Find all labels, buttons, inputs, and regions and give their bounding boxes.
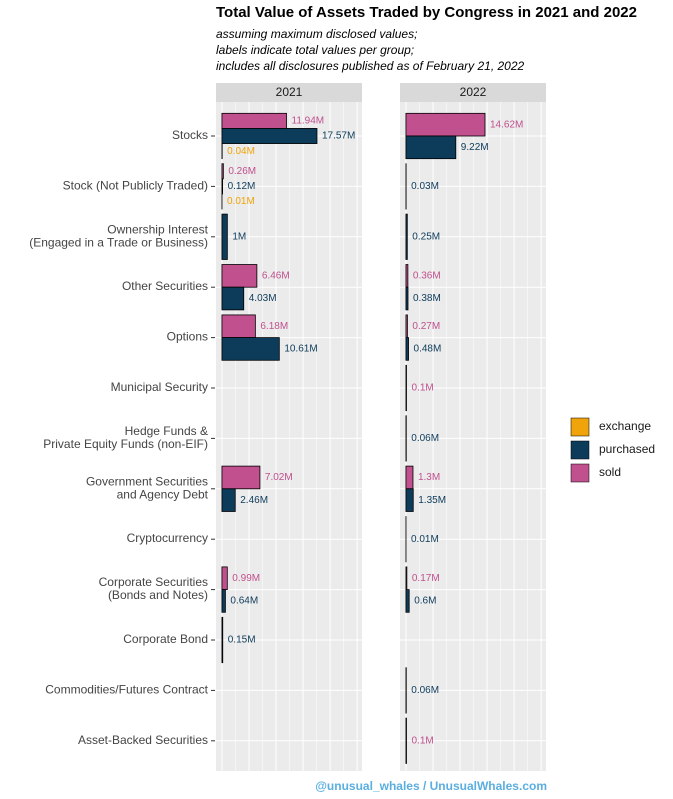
value-label: 0.25M bbox=[412, 231, 440, 242]
value-label: 0.6M bbox=[414, 596, 436, 607]
bar bbox=[405, 488, 414, 512]
bar bbox=[221, 128, 318, 144]
legend-key bbox=[570, 440, 590, 460]
y-tick-label: Corporate Securities (Bonds and Notes) bbox=[99, 575, 208, 602]
y-tick-label: Options bbox=[167, 330, 208, 344]
bar bbox=[405, 465, 414, 490]
bar bbox=[221, 286, 245, 311]
value-label: 0.64M bbox=[230, 596, 258, 607]
chart-title: Total Value of Assets Traded by Congress… bbox=[216, 4, 637, 21]
subtitle: assuming maximum disclosed values; bbox=[216, 27, 417, 41]
value-label: 4.03M bbox=[249, 293, 277, 304]
legend-label: exchange bbox=[599, 419, 651, 433]
bar bbox=[405, 337, 409, 361]
bar bbox=[221, 314, 256, 339]
value-label: 0.06M bbox=[411, 685, 439, 696]
value-label: 1.3M bbox=[418, 472, 440, 483]
y-tick-label: Commodities/Futures Contract bbox=[45, 683, 208, 697]
bar bbox=[405, 364, 407, 412]
legend-label: purchased bbox=[599, 442, 655, 456]
value-label: 2.46M bbox=[240, 495, 268, 506]
legend-label: sold bbox=[599, 465, 621, 479]
value-label: 10.61M bbox=[284, 344, 317, 355]
value-label: 0.99M bbox=[232, 573, 260, 584]
bar bbox=[221, 337, 280, 361]
value-label: 1M bbox=[232, 231, 246, 242]
y-tick-label: Other Securities bbox=[122, 279, 208, 293]
bar bbox=[405, 566, 408, 590]
value-label: 0.26M bbox=[228, 166, 256, 177]
bar bbox=[405, 135, 457, 160]
y-tick-label: Asset-Backed Securities bbox=[78, 733, 208, 747]
bar bbox=[405, 314, 408, 339]
bar bbox=[221, 112, 287, 129]
y-tick-label: Hedge Funds & Private Equity Funds (non-E… bbox=[43, 424, 208, 451]
value-label: 0.06M bbox=[411, 433, 439, 444]
value-label: 0.1M bbox=[411, 383, 433, 394]
subtitle: labels indicate total values per group; bbox=[216, 43, 414, 57]
bar bbox=[405, 286, 409, 311]
y-tick-label: Stock (Not Publicly Traded) bbox=[63, 179, 208, 193]
value-label: 17.57M bbox=[322, 131, 355, 142]
subtitle: includes all disclosures published as of… bbox=[216, 59, 525, 73]
value-label: 11.94M bbox=[292, 116, 325, 127]
bar bbox=[405, 589, 410, 613]
panel bbox=[216, 102, 362, 771]
bar bbox=[405, 717, 407, 764]
bar bbox=[221, 178, 223, 195]
bar bbox=[405, 112, 486, 137]
y-tick-label: Municipal Security bbox=[111, 380, 208, 394]
value-label: 0.04M bbox=[227, 146, 255, 157]
bar bbox=[405, 213, 408, 260]
bar bbox=[221, 616, 224, 664]
value-label: 14.62M bbox=[490, 119, 523, 130]
value-label: 0.01M bbox=[411, 534, 439, 545]
y-tick-label: Stocks bbox=[172, 128, 208, 142]
value-label: 0.01M bbox=[227, 196, 255, 207]
caption: @unusual_whales / UnusualWhales.com bbox=[315, 779, 547, 793]
bar bbox=[221, 264, 258, 288]
legend-key bbox=[570, 463, 590, 483]
value-label: 6.46M bbox=[262, 271, 290, 282]
value-label: 0.36M bbox=[413, 271, 441, 282]
bar bbox=[221, 163, 224, 180]
value-label: 6.18M bbox=[260, 321, 288, 332]
strip bbox=[216, 83, 362, 102]
value-label: 0.17M bbox=[412, 573, 440, 584]
bar bbox=[221, 566, 228, 590]
y-tick-label: Government Securities and Agency Debt bbox=[86, 474, 209, 501]
value-label: 0.12M bbox=[228, 181, 256, 192]
legend-key bbox=[570, 417, 590, 437]
value-label: 0.03M bbox=[411, 181, 439, 192]
y-tick-label: Ownership Interest (Engaged in a Trade or… bbox=[29, 222, 208, 249]
y-tick-label: Corporate Bond bbox=[123, 632, 208, 646]
value-label: 1.35M bbox=[418, 495, 446, 506]
bar bbox=[405, 264, 409, 288]
strip-label: 2022 bbox=[460, 85, 487, 99]
value-label: 0.27M bbox=[412, 321, 440, 332]
strip-label: 2021 bbox=[276, 85, 303, 99]
bar bbox=[221, 465, 261, 490]
value-label: 0.48M bbox=[414, 344, 442, 355]
value-label: 7.02M bbox=[265, 472, 293, 483]
panel bbox=[400, 102, 546, 771]
strip bbox=[400, 83, 546, 102]
value-label: 0.15M bbox=[228, 635, 256, 646]
value-label: 0.1M bbox=[411, 735, 433, 746]
y-tick-label: Cryptocurrency bbox=[127, 531, 208, 545]
bar bbox=[221, 589, 226, 613]
value-label: 0.38M bbox=[413, 293, 441, 304]
bar bbox=[221, 488, 236, 512]
value-label: 9.22M bbox=[461, 142, 489, 153]
bar bbox=[221, 213, 228, 260]
